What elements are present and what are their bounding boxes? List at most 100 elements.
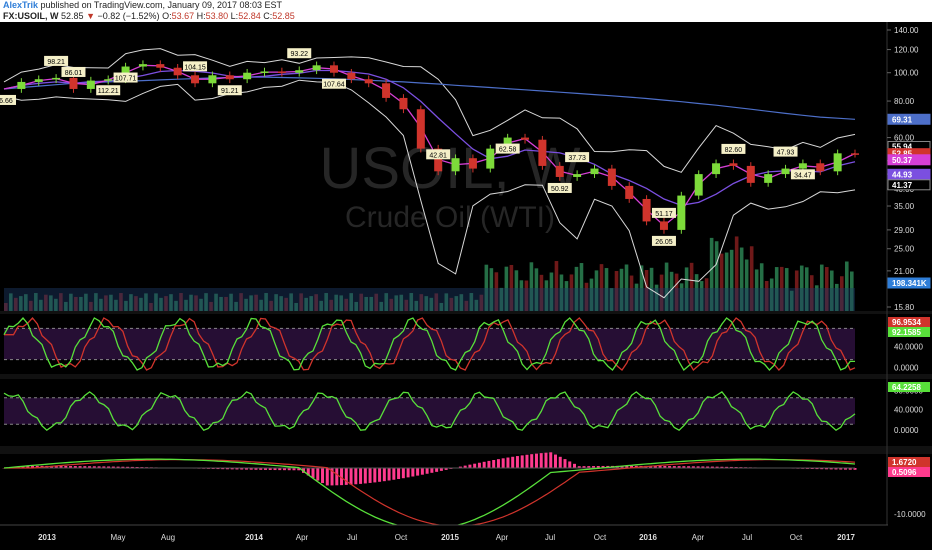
macd-histogram-bar — [54, 465, 58, 469]
time-tick-label: Jul — [347, 533, 357, 542]
volume-bar — [239, 293, 243, 311]
macd-histogram-bar — [26, 466, 30, 469]
osc-value: 64.2258 — [892, 383, 921, 392]
volume-bar — [709, 237, 714, 311]
volume-bar — [324, 293, 328, 311]
macd-histogram-bar — [820, 468, 824, 470]
macd-histogram-bar — [59, 465, 63, 469]
volume-bar — [214, 293, 218, 311]
macd-histogram-bar — [306, 468, 310, 476]
volume-bar — [254, 294, 258, 311]
swing-label: 107.64 — [323, 82, 345, 89]
volume-bar — [94, 293, 98, 311]
macd-histogram-bar — [530, 454, 534, 469]
candle-body — [503, 137, 512, 149]
volume-bar — [439, 302, 444, 311]
macd-histogram-bar — [321, 468, 325, 484]
macd-histogram-bar — [444, 468, 448, 470]
volume-bar — [789, 290, 794, 311]
volume-bar — [849, 271, 854, 311]
macd-histogram-bar — [682, 466, 686, 469]
osc-tick-label: 40.0000 — [894, 343, 923, 352]
volume-bar — [784, 268, 789, 311]
swing-label-box — [721, 143, 746, 154]
candle-body — [521, 137, 530, 140]
volume-bar — [844, 261, 849, 311]
macd-histogram-bar — [354, 468, 358, 485]
volume-bar — [574, 266, 579, 311]
volume-bar — [809, 275, 814, 311]
volume-bar — [434, 293, 439, 311]
volume-bar — [139, 297, 143, 311]
macd-histogram-bar — [349, 468, 353, 485]
macd-histogram-bar — [363, 468, 367, 484]
volume-bar — [609, 288, 614, 311]
macd-histogram-bar — [425, 468, 429, 474]
volume-bar — [349, 293, 354, 311]
volume-bar — [9, 293, 13, 311]
macd-histogram-bar — [97, 466, 101, 469]
volume-bar — [444, 293, 449, 311]
macd-histogram-bar — [501, 458, 505, 469]
volume-bar — [449, 297, 454, 311]
volume-bar — [754, 269, 759, 311]
volume-bar — [304, 297, 308, 311]
osc-value-box — [888, 467, 930, 477]
volume-bar — [289, 293, 293, 311]
candle-body — [555, 165, 564, 177]
candle-body — [69, 77, 78, 89]
macd-histogram-bar — [696, 466, 700, 469]
macd-histogram-bar — [31, 465, 35, 469]
volume-bar — [309, 296, 313, 311]
candle-body — [712, 163, 721, 175]
swing-label: 86.01 — [65, 70, 83, 77]
candle-body — [173, 67, 182, 76]
macd-histogram-bar — [287, 468, 291, 471]
author-link[interactable]: AlexTrik — [3, 0, 39, 10]
volume-bar — [154, 293, 158, 311]
osc-value: 1.6720 — [892, 458, 917, 467]
volume-bar — [204, 293, 208, 311]
volume-bar — [274, 294, 278, 311]
macd-histogram-bar — [221, 468, 225, 470]
volume-bar — [334, 294, 338, 311]
volume-bar — [64, 301, 68, 311]
macd-histogram-bar — [259, 468, 263, 470]
macd-histogram-bar — [92, 466, 96, 469]
candle-body — [729, 163, 738, 166]
macd-histogram-bar — [235, 468, 239, 470]
swing-label: 82.60 — [725, 147, 743, 154]
macd-histogram-bar — [382, 468, 386, 482]
candle-body — [538, 139, 547, 166]
macd-histogram-bar — [378, 468, 382, 482]
volume-bar — [829, 270, 834, 311]
macd-histogram-bar — [268, 468, 272, 470]
swing-label-box — [44, 55, 69, 66]
swing-label: 91.21 — [221, 88, 239, 95]
open-value: 53.67 — [171, 11, 195, 21]
volume-bar — [679, 283, 684, 311]
macd-histogram-bar — [411, 468, 415, 477]
macd-histogram-bar — [249, 468, 253, 470]
macd-histogram-bar — [520, 455, 524, 469]
price-tick-label: 120.00 — [894, 46, 919, 55]
macd-histogram-bar — [843, 468, 847, 470]
pane-divider — [0, 311, 932, 314]
macd-histogram-bar — [282, 468, 286, 471]
candle-body — [138, 64, 147, 67]
volume-bar — [429, 297, 434, 311]
volume-bar — [564, 281, 569, 311]
close-value: 52.85 — [272, 11, 295, 21]
pane-divider — [0, 446, 932, 454]
osc-value-box — [888, 317, 930, 327]
ema-long-line — [3, 69, 856, 206]
publish-line: AlexTrik published on TradingView.com, J… — [3, 0, 282, 11]
volume-bar — [494, 272, 499, 311]
swing-label-box — [773, 146, 798, 157]
osc-tick-label: 0.0000 — [894, 426, 919, 435]
osc-tick-label: 40.0000 — [894, 406, 923, 415]
candle-body — [104, 79, 113, 81]
volume-bar — [384, 293, 389, 311]
